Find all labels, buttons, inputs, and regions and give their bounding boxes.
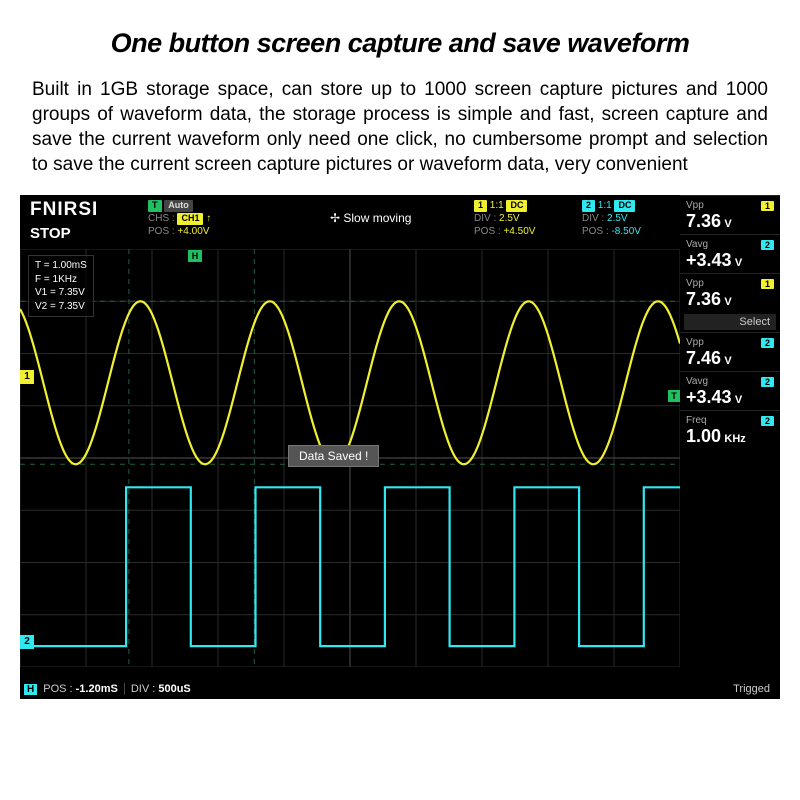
meas-label: Vavg bbox=[686, 239, 708, 250]
trigger-status: Trigged bbox=[733, 683, 770, 695]
ch1-coupling: DC bbox=[506, 200, 527, 212]
trigger-t-badge: T bbox=[148, 200, 162, 212]
meas-value: 1.00 bbox=[686, 426, 721, 446]
meas-label: Vpp bbox=[686, 337, 704, 348]
measurements-panel: Vpp 1 7.36 V Vavg 2 +3.43 V Vpp 1 7.36 V Select Vp… bbox=[680, 195, 780, 699]
ch1-block: 1 1:1 DC DIV : 2.5V POS : +4.50V bbox=[474, 199, 535, 238]
trigger-block: T Auto CHS : CH1 ↑ POS : +4.00V bbox=[148, 199, 211, 238]
ch2-pos-value: -8.50V bbox=[611, 226, 640, 237]
info-period: T = 1.00mS bbox=[35, 259, 87, 273]
page-title: One button screen capture and save wavef… bbox=[0, 0, 800, 73]
bottom-div-value: 500uS bbox=[158, 683, 190, 695]
ch1-div-value: 2.5V bbox=[499, 213, 520, 224]
ch1-div-label: DIV : bbox=[474, 213, 496, 224]
measurement-item: Vavg 2 +3.43 V bbox=[680, 234, 780, 273]
trig-pos-value: +4.00V bbox=[177, 226, 209, 237]
ch2-pos-label: POS : bbox=[582, 226, 609, 237]
meas-ch-badge: 1 bbox=[761, 201, 774, 211]
meas-value: +3.43 bbox=[686, 250, 732, 270]
ch2-badge: 2 bbox=[582, 200, 595, 212]
info-v2: V2 = 7.35V bbox=[35, 300, 87, 314]
meas-label: Freq bbox=[686, 415, 707, 426]
meas-ch-badge: 2 bbox=[761, 240, 774, 250]
meas-unit: V bbox=[724, 355, 731, 367]
chs-value: CH1 bbox=[177, 213, 203, 225]
bottom-div-label: DIV : bbox=[131, 683, 155, 695]
trigger-mode: Auto bbox=[164, 200, 193, 212]
ch1-badge: 1 bbox=[474, 200, 487, 212]
measurement-item: Vpp 2 7.46 V bbox=[680, 332, 780, 371]
meas-value: 7.36 bbox=[686, 289, 721, 309]
meas-ch-badge: 2 bbox=[761, 338, 774, 348]
meas-ch-badge: 2 bbox=[761, 377, 774, 387]
meas-label: Vavg bbox=[686, 376, 708, 387]
meas-unit: V bbox=[724, 296, 731, 308]
info-freq: F = 1KHz bbox=[35, 273, 87, 287]
info-v1: V1 = 7.35V bbox=[35, 286, 87, 300]
meas-value: 7.46 bbox=[686, 348, 721, 368]
description-text: Built in 1GB storage space, can store up… bbox=[0, 73, 800, 195]
h-marker: H bbox=[188, 250, 202, 262]
trig-pos-label: POS : bbox=[148, 226, 175, 237]
brand-label: FNIRSI bbox=[30, 199, 98, 221]
select-button[interactable]: Select bbox=[684, 314, 776, 330]
top-bar: FNIRSI STOP T Auto CHS : CH1 ↑ POS : +4.… bbox=[20, 195, 780, 249]
meas-unit: KHz bbox=[724, 433, 745, 445]
ch2-coupling: DC bbox=[614, 200, 635, 212]
bottom-bar: H POS : -1.20mS DIV : 500uS Trigged bbox=[20, 679, 780, 699]
ch2-marker: 2 bbox=[20, 635, 34, 649]
ch1-marker: 1 bbox=[20, 370, 34, 384]
meas-value: +3.43 bbox=[686, 387, 732, 407]
measurement-item: Freq 2 1.00 KHz bbox=[680, 410, 780, 449]
ch1-pos-label: POS : bbox=[474, 226, 501, 237]
oscilloscope-screen: FNIRSI STOP T Auto CHS : CH1 ↑ POS : +4.… bbox=[20, 195, 780, 699]
bottom-pos-value: -1.20mS bbox=[76, 683, 118, 695]
meas-unit: V bbox=[735, 394, 742, 406]
ch2-block: 2 1:1 DC DIV : 2.5V POS : -8.50V bbox=[582, 199, 641, 238]
ch1-ratio: 1:1 bbox=[490, 200, 504, 211]
t-marker: T bbox=[668, 390, 680, 402]
bottom-pos-label: POS : bbox=[43, 683, 72, 695]
measurement-item: Vavg 2 +3.43 V bbox=[680, 371, 780, 410]
meas-label: Vpp bbox=[686, 278, 704, 289]
ch2-div-value: 2.5V bbox=[607, 213, 628, 224]
meas-label: Vpp bbox=[686, 200, 704, 211]
run-state: STOP bbox=[30, 225, 71, 242]
chs-label: CHS : bbox=[148, 213, 175, 224]
meas-ch-badge: 2 bbox=[761, 416, 774, 426]
ch1-pos-value: +4.50V bbox=[503, 226, 535, 237]
measurement-info-box: T = 1.00mS F = 1KHz V1 = 7.35V V2 = 7.35… bbox=[28, 255, 94, 317]
data-saved-toast: Data Saved ! bbox=[288, 445, 379, 467]
ch2-ratio: 1:1 bbox=[598, 200, 612, 211]
trigger-edge-icon: ↑ bbox=[206, 213, 211, 224]
meas-unit: V bbox=[735, 257, 742, 269]
ch2-div-label: DIV : bbox=[582, 213, 604, 224]
h-badge: H bbox=[24, 684, 37, 695]
meas-ch-badge: 1 bbox=[761, 279, 774, 289]
meas-unit: V bbox=[724, 218, 731, 230]
measurement-item: Vpp 1 7.36 V bbox=[680, 273, 780, 312]
meas-value: 7.36 bbox=[686, 211, 721, 231]
slow-moving-label: ✢ Slow moving bbox=[330, 211, 411, 225]
measurement-item: Vpp 1 7.36 V bbox=[680, 195, 780, 234]
